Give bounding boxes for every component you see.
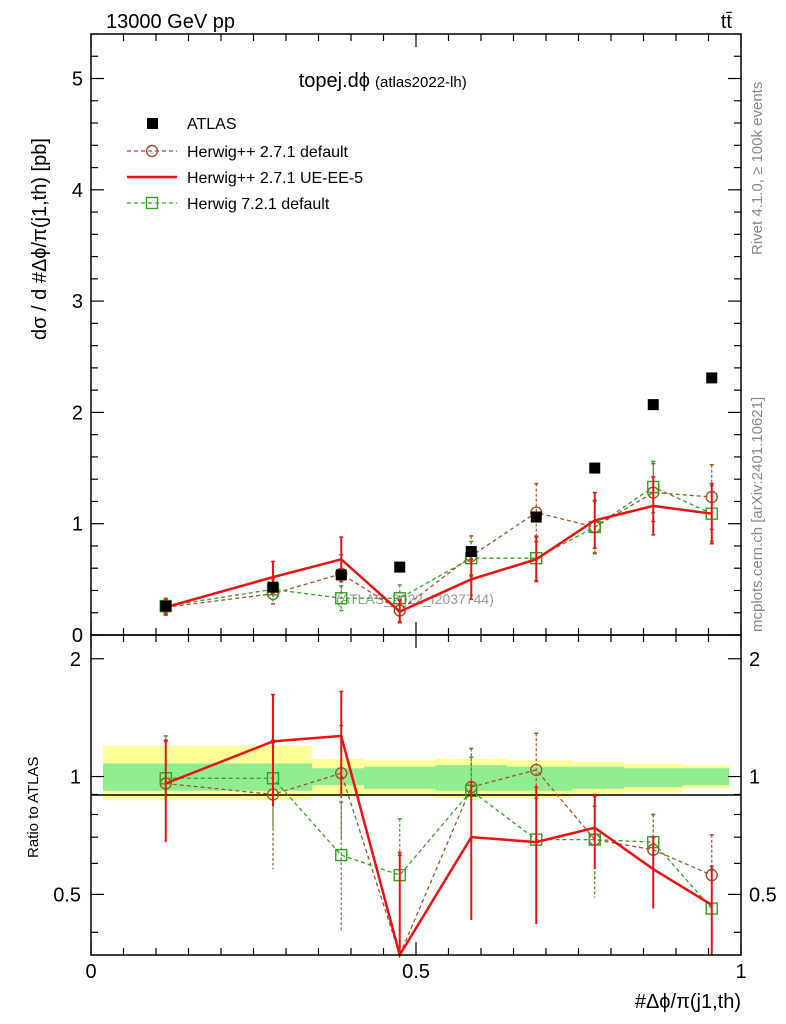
atlas-data-point	[267, 581, 279, 593]
atlas-data-point	[394, 561, 406, 573]
ratio-y-axis-label: Ratio to ATLAS	[25, 757, 42, 858]
legend-atlas-label: ATLAS	[187, 116, 237, 133]
rivet-version-label: Rivet 4.1.0, ≥ 100k events	[749, 82, 766, 255]
legend-herwig-default-label: Herwig++ 2.7.1 default	[187, 144, 349, 161]
legend-atlas-marker	[147, 118, 158, 129]
x-tick-label: 1	[735, 961, 746, 983]
atlas-data-point	[335, 569, 347, 581]
atlas-data-point	[589, 462, 601, 474]
main-y-tick-label: 4	[72, 180, 83, 202]
atlas-data-point	[706, 372, 718, 384]
herwig721-ratio-line	[165, 777, 713, 909]
herwig-default-ratio-line	[165, 769, 713, 957]
atlas-data-point	[160, 600, 172, 612]
legend-herwig721-label: Herwig 7.2.1 default	[187, 196, 330, 213]
legend-herwig-default-marker	[145, 144, 159, 158]
ratio-y-tick-label-right: 0.5	[749, 884, 777, 906]
ratio-band-inner	[364, 766, 436, 789]
plot-subtitle: (atlas2022-lh)	[375, 74, 467, 91]
main-y-axis-label: dσ / d #Δϕ/π(j1,th) [pb]	[29, 138, 51, 340]
legend: ATLAS Herwig++ 2.7.1 default Herwig++ 2.…	[127, 116, 363, 213]
herwig-default-ratio-point	[530, 763, 543, 777]
ratio-y-tick-label-right: 2	[749, 649, 760, 671]
main-y-tick-label: 5	[72, 69, 83, 91]
energy-label: 13000 GeV pp	[106, 11, 235, 33]
atlas-data-point	[647, 399, 659, 411]
ratio-y-tick-label-left: 2	[70, 649, 81, 671]
mcplots-label: mcplots.cern.ch [arXiv:2401.10621]	[749, 397, 766, 632]
legend-herwig-ueee5-label: Herwig++ 2.7.1 UE-EE-5	[187, 170, 363, 187]
atlas-data-point	[465, 546, 477, 558]
main-y-tick-label: 2	[72, 402, 83, 424]
ratio-band-inner	[682, 768, 729, 786]
legend-herwig721-marker	[145, 196, 159, 210]
process-label: tt̄	[721, 11, 733, 33]
atlas-data-point	[530, 511, 542, 523]
x-tick-label: 0.5	[402, 961, 430, 983]
ratio-band-inner	[572, 766, 624, 789]
plot-title: topej.dϕ	[299, 70, 370, 92]
herwig721-main-line	[165, 486, 713, 607]
main-y-tick-label: 3	[72, 291, 83, 313]
ratio-y-tick-label-left: 0.5	[53, 884, 81, 906]
main-y-tick-label: 0	[72, 625, 83, 647]
ratio-band-inner	[507, 766, 572, 791]
herwig721-main-point	[335, 592, 348, 605]
ratio-band-inner	[624, 768, 683, 788]
x-tick-label: 0	[85, 961, 96, 983]
herwig721-ratio-point	[335, 848, 348, 862]
x-axis-label: #Δϕ/π(j1,th)	[635, 991, 741, 1013]
ratio-y-tick-label-right: 1	[749, 767, 760, 789]
main-y-tick-label: 1	[72, 514, 83, 536]
ratio-y-tick-label-left: 1	[70, 767, 81, 789]
